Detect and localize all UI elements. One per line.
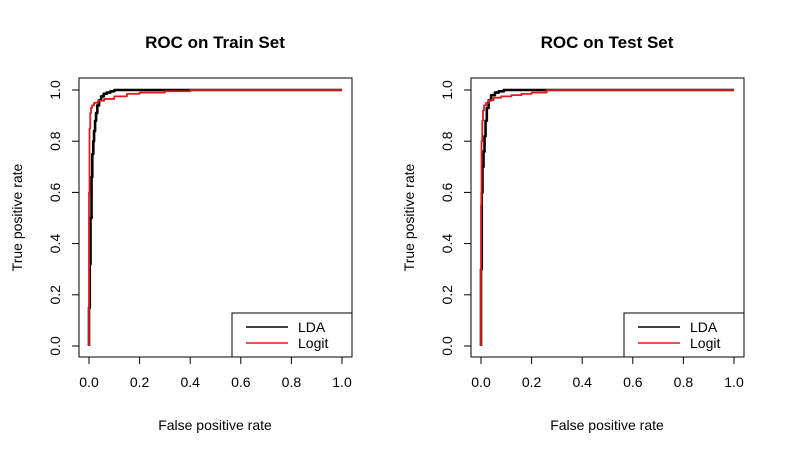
chart-title: ROC on Test Set xyxy=(541,33,674,52)
y-tick-label: 0.8 xyxy=(439,131,455,151)
x-axis-label: False positive rate xyxy=(158,417,272,433)
y-tick-label: 0.0 xyxy=(47,336,63,356)
x-tick-label: 1.0 xyxy=(332,374,352,390)
roc-curve-logit xyxy=(88,89,342,346)
y-tick-label: 0.2 xyxy=(47,285,63,305)
chart-panel-1: ROC on Train Set 0.0 0.2 0.4 0.6 0.8 1.0 0.0 0.2… xyxy=(9,33,353,433)
x-tick-label: 0.0 xyxy=(471,374,491,390)
roc-curve-lda xyxy=(479,88,734,346)
y-tick-label: 0.2 xyxy=(439,285,455,305)
x-tick-label: 0.2 xyxy=(130,374,150,390)
x-tick-label: 0.8 xyxy=(282,374,302,390)
x-tick-label: 0.4 xyxy=(180,374,200,390)
y-tick-label: 0.8 xyxy=(47,131,63,151)
y-tick-label: 0.6 xyxy=(439,182,455,202)
y-tick-label: 0.4 xyxy=(47,234,63,254)
chart-panel-2: ROC on Test Set 0.0 0.2 0.4 0.6 0.8 1.0 0.0 0.2 0… xyxy=(401,33,745,433)
x-tick-label: 1.0 xyxy=(724,374,744,390)
roc-curve-lda xyxy=(87,88,342,346)
legend-label-logit: Logit xyxy=(298,335,328,351)
legend-label-lda: LDA xyxy=(298,319,326,335)
legend-label-lda: LDA xyxy=(690,319,718,335)
x-tick-label: 0.4 xyxy=(572,374,592,390)
x-tick-label: 0.0 xyxy=(79,374,99,390)
y-tick-label: 0.6 xyxy=(47,182,63,202)
roc-curve-logit xyxy=(480,89,734,346)
x-tick-label: 0.8 xyxy=(674,374,694,390)
legend-box xyxy=(231,312,353,358)
y-tick-label: 1.0 xyxy=(439,80,455,100)
y-tick-label: 0.4 xyxy=(439,234,455,254)
legend-label-logit: Logit xyxy=(690,335,720,351)
chart-title: ROC on Train Set xyxy=(145,33,285,52)
x-tick-label: 0.6 xyxy=(231,374,251,390)
x-tick-label: 0.6 xyxy=(623,374,643,390)
x-axis-label: False positive rate xyxy=(550,417,664,433)
y-tick-label: 1.0 xyxy=(47,80,63,100)
y-tick-label: 0.0 xyxy=(439,336,455,356)
y-axis-label: True positive rate xyxy=(9,163,25,271)
x-tick-label: 0.2 xyxy=(522,374,542,390)
y-axis-label: True positive rate xyxy=(401,163,417,271)
legend-box xyxy=(623,312,745,358)
